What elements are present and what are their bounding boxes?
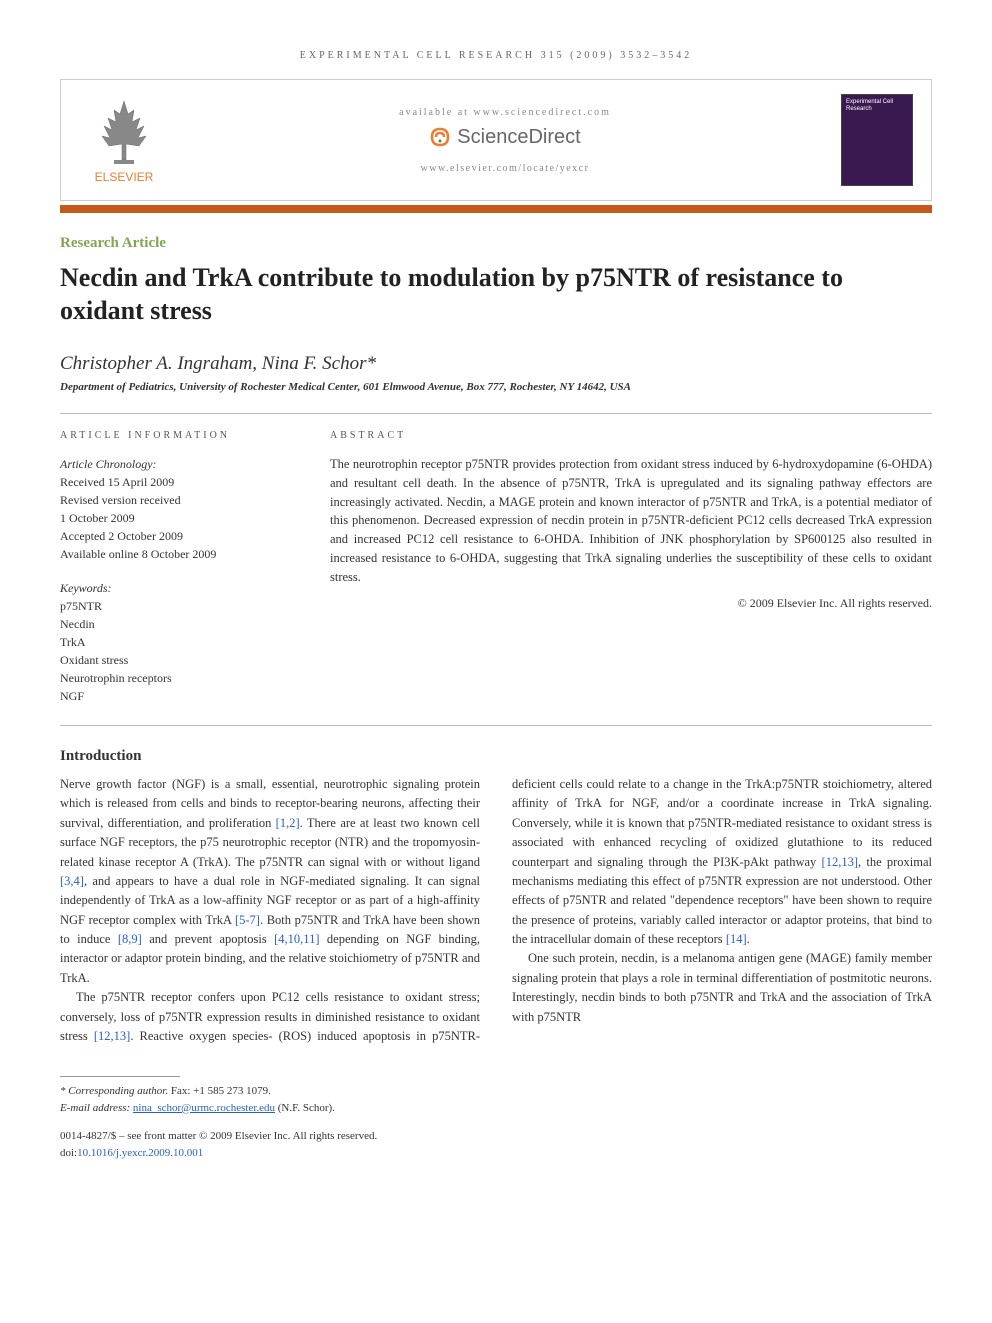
journal-url[interactable]: www.elsevier.com/locate/yexcr (169, 163, 841, 174)
authors: Christopher A. Ingraham, Nina F. Schor* (60, 353, 932, 375)
corresponding-author: * Corresponding author. Fax: +1 585 273 … (60, 1083, 932, 1100)
article-title: Necdin and TrkA contribute to modulation… (60, 262, 932, 327)
front-matter: 0014-4827/$ – see front matter © 2009 El… (60, 1128, 932, 1145)
chronology-heading: Article Chronology: (60, 455, 290, 473)
running-head: EXPERIMENTAL CELL RESEARCH 315 (2009) 35… (60, 50, 932, 61)
keywords-heading: Keywords: (60, 579, 290, 597)
sciencedirect-logo: ScienceDirect (429, 126, 580, 149)
introduction-body: Nerve growth factor (NGF) is a small, es… (60, 775, 932, 1046)
citation-link[interactable]: [12,13] (94, 1029, 130, 1043)
citation-link[interactable]: [5-7] (235, 913, 260, 927)
citation-link[interactable]: [8,9] (118, 932, 142, 946)
article-type: Research Article (60, 235, 932, 252)
divider (60, 725, 932, 726)
elsevier-tree-icon (94, 96, 154, 168)
online-date: Available online 8 October 2009 (60, 545, 290, 563)
journal-header: ELSEVIER available at www.sciencedirect.… (60, 79, 932, 201)
citation-link[interactable]: [12,13] (822, 855, 858, 869)
doi-link[interactable]: 10.1016/j.yexcr.2009.10.001 (77, 1147, 203, 1159)
available-at-text: available at www.sciencedirect.com (169, 107, 841, 118)
keyword: Necdin (60, 615, 290, 633)
abstract-label: ABSTRACT (330, 430, 932, 441)
journal-cover-title: Experimental Cell Research (846, 99, 912, 112)
elsevier-text: ELSEVIER (95, 170, 154, 184)
doi-line: doi:10.1016/j.yexcr.2009.10.001 (60, 1145, 932, 1162)
accepted-date: Accepted 2 October 2009 (60, 527, 290, 545)
sciencedirect-icon (429, 126, 451, 148)
keyword: Neurotrophin receptors (60, 669, 290, 687)
citation-link[interactable]: [1,2] (276, 816, 300, 830)
email-link[interactable]: nina_schor@urmc.rochester.edu (133, 1102, 275, 1114)
abstract-copyright: © 2009 Elsevier Inc. All rights reserved… (330, 596, 932, 611)
accent-bar (60, 205, 932, 213)
intro-paragraph: Nerve growth factor (NGF) is a small, es… (60, 775, 480, 988)
revised-date: 1 October 2009 (60, 509, 290, 527)
affiliation: Department of Pediatrics, University of … (60, 381, 932, 393)
introduction-heading: Introduction (60, 748, 932, 765)
page-footer: * Corresponding author. Fax: +1 585 273 … (60, 1076, 932, 1161)
abstract-column: ABSTRACT The neurotrophin receptor p75NT… (330, 430, 932, 705)
email-line: E-mail address: nina_schor@urmc.rocheste… (60, 1100, 932, 1117)
keyword: p75NTR (60, 597, 290, 615)
revised-label: Revised version received (60, 491, 290, 509)
keyword: TrkA (60, 633, 290, 651)
citation-link[interactable]: [4,10,11] (274, 932, 319, 946)
journal-cover: Experimental Cell Research (841, 94, 913, 186)
sciencedirect-text: ScienceDirect (457, 126, 580, 149)
citation-link[interactable]: [3,4] (60, 874, 84, 888)
footer-divider (60, 1076, 180, 1077)
intro-paragraph: One such protein, necdin, is a melanoma … (512, 949, 932, 1027)
article-info-column: ARTICLE INFORMATION Article Chronology: … (60, 430, 290, 705)
abstract-text: The neurotrophin receptor p75NTR provide… (330, 455, 932, 586)
article-info-label: ARTICLE INFORMATION (60, 430, 290, 441)
keyword: Oxidant stress (60, 651, 290, 669)
keyword: NGF (60, 687, 290, 705)
received-date: Received 15 April 2009 (60, 473, 290, 491)
elsevier-logo: ELSEVIER (79, 96, 169, 184)
citation-link[interactable]: [14] (726, 932, 747, 946)
